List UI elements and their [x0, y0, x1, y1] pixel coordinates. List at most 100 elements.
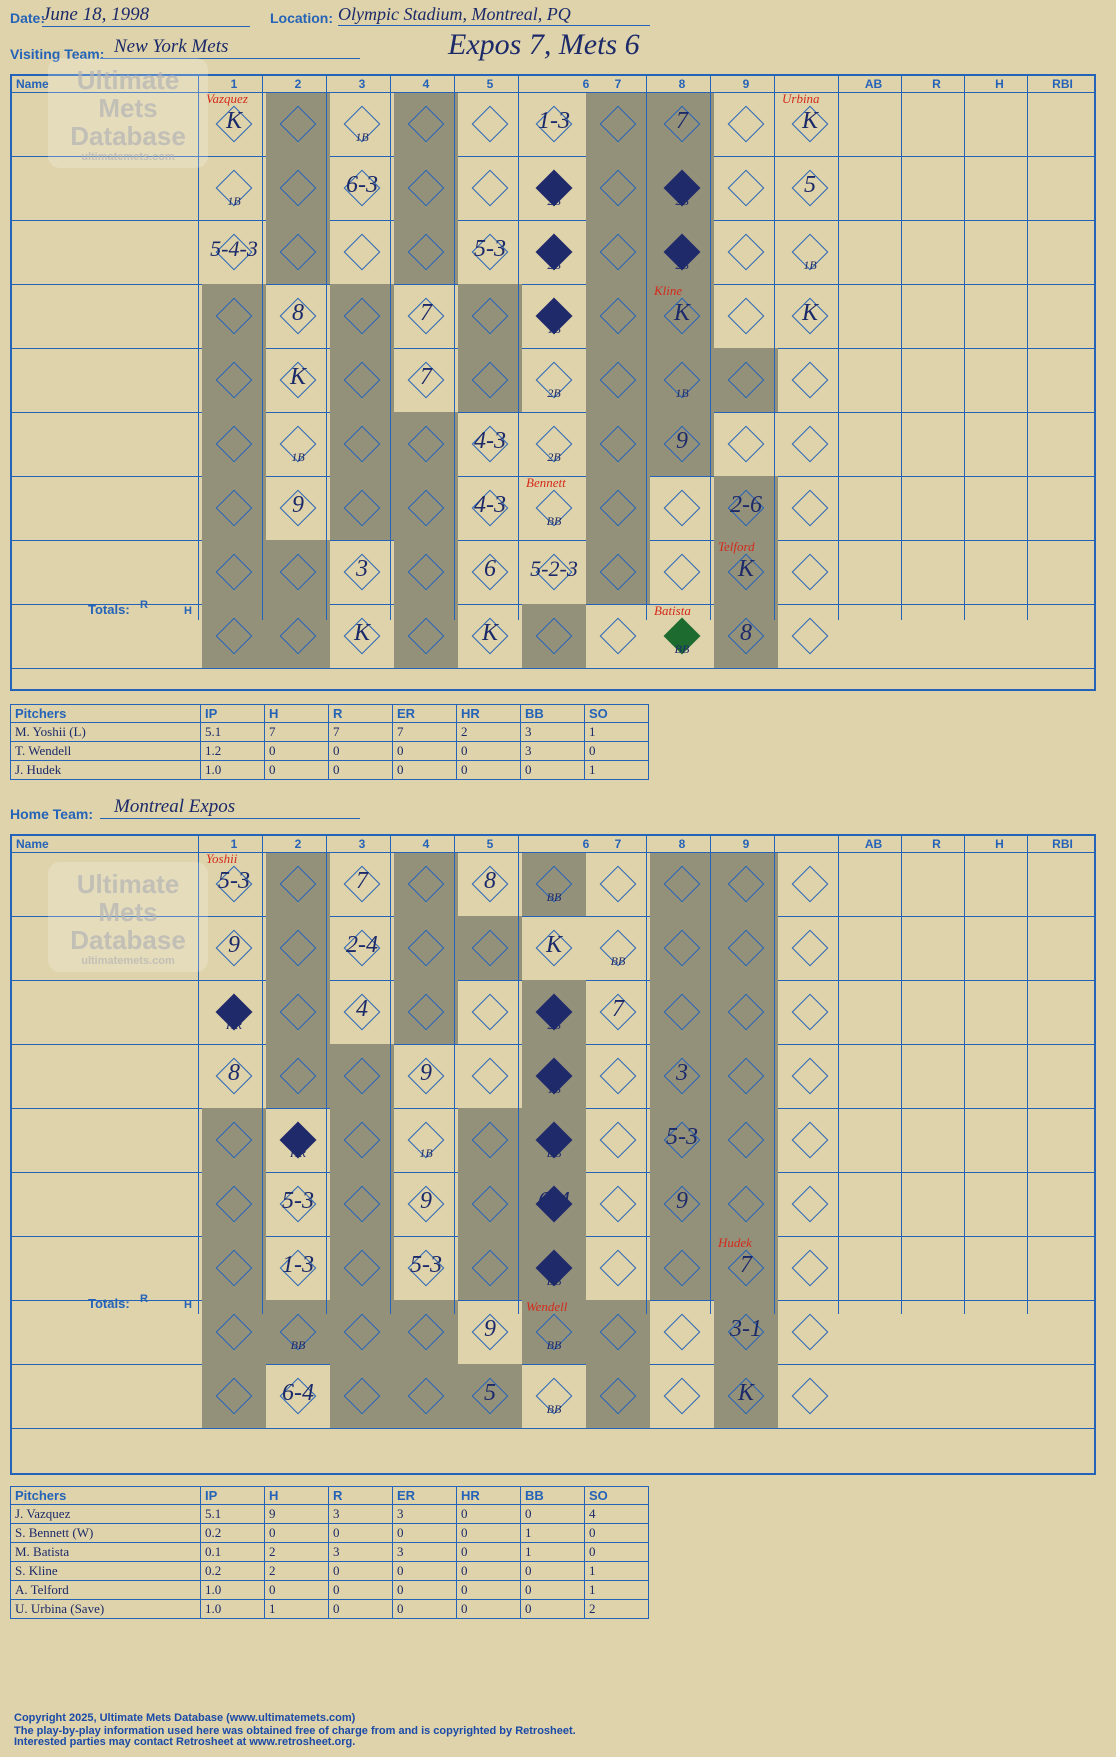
inactive-cell [202, 604, 266, 668]
play-cell [202, 348, 266, 412]
pitcher-stat: 0 [392, 741, 457, 761]
column-divider [774, 836, 775, 1314]
pitcher-table-header: SO [584, 704, 649, 723]
inactive-cell [522, 1300, 586, 1364]
inactive-cell [394, 476, 458, 540]
column-divider [1027, 76, 1028, 620]
row-divider [12, 412, 1094, 413]
play-notation: K [289, 364, 306, 390]
play-cell [202, 1108, 266, 1172]
base-diamond [215, 1121, 253, 1159]
inning-header: 3 [358, 77, 366, 91]
watermark-text: Mets [98, 93, 158, 123]
row-divider [12, 1428, 1094, 1429]
base-diamond [215, 1185, 253, 1223]
inactive-cell [394, 916, 458, 980]
play-notation: K [737, 1380, 754, 1406]
inactive-cell [202, 284, 266, 348]
row-divider [12, 916, 1094, 917]
play-cell [394, 92, 458, 156]
pitcher-stat: 0 [456, 741, 521, 761]
pitcher-stat: 1.2 [200, 741, 265, 761]
play-cell [330, 348, 394, 412]
pitcher-table-header: HR [456, 1486, 521, 1505]
play-cell [778, 1044, 842, 1108]
play-cell [394, 604, 458, 668]
pitcher-stat: 9 [264, 1504, 329, 1524]
base-diamond [279, 105, 317, 143]
pitcher-stat: 1 [584, 1561, 649, 1581]
play-notation: 9 [484, 1316, 496, 1342]
base-diamond [343, 233, 381, 271]
inactive-cell [266, 92, 330, 156]
play-notation: 5-3 [666, 1124, 698, 1150]
inactive-cell [330, 1236, 394, 1300]
inactive-cell [650, 1108, 714, 1172]
play-notation: BB [290, 1338, 306, 1352]
inning-header: 5 [486, 77, 494, 91]
inactive-cell [522, 852, 586, 916]
play-notation: 6-4 [282, 1380, 314, 1406]
play-cell [202, 604, 266, 668]
play-notation: 1-3 [538, 108, 570, 134]
play-notation: 9 [420, 1188, 432, 1214]
watermark-url: ultimatemets.com [81, 955, 175, 967]
column-divider [454, 76, 455, 620]
play-cell [778, 1172, 842, 1236]
play-cell [714, 852, 778, 916]
inactive-cell [266, 156, 330, 220]
play-cell [458, 1108, 522, 1172]
base-diamond [727, 993, 765, 1031]
pitcher-name: J. Vazquez [10, 1504, 201, 1524]
base-diamond [727, 297, 765, 335]
base-diamond [599, 1377, 637, 1415]
column-divider [262, 76, 263, 620]
base-diamond [279, 865, 317, 903]
play-cell [586, 348, 650, 412]
play-notation: 3 [356, 556, 368, 582]
base-diamond [407, 233, 445, 271]
base-diamond [599, 1249, 637, 1287]
base-diamond [599, 233, 637, 271]
pitcher-stat: 2 [584, 1599, 649, 1619]
inactive-cell [586, 412, 650, 476]
pitcher-stat: 0 [264, 1580, 329, 1600]
inactive-cell [202, 1300, 266, 1364]
base-diamond [407, 1377, 445, 1415]
pitcher-stat: 1.0 [200, 1580, 265, 1600]
play-cell [330, 1044, 394, 1108]
play-cell [778, 540, 842, 604]
base-diamond [727, 929, 765, 967]
inactive-cell [586, 540, 650, 604]
inactive-cell [714, 348, 778, 412]
play-cell [714, 1172, 778, 1236]
base-diamond [279, 169, 317, 207]
play-cell [458, 980, 522, 1044]
play-cell [650, 476, 714, 540]
play-cell [650, 852, 714, 916]
play-cell [778, 852, 842, 916]
play-notation: 1B [291, 450, 305, 464]
base-diamond [471, 169, 509, 207]
base-diamond [407, 865, 445, 903]
base-diamond [727, 169, 765, 207]
play-cell [778, 476, 842, 540]
pitcher-name: T. Wendell [10, 741, 201, 761]
totals-r-label: R [140, 599, 148, 611]
base-diamond [343, 1249, 381, 1287]
play-cell [586, 220, 650, 284]
inactive-cell [266, 220, 330, 284]
base-diamond [599, 425, 637, 463]
base-diamond [535, 617, 573, 655]
base-diamond [791, 1057, 829, 1095]
pitcher-stat: 0 [264, 760, 329, 780]
base-diamond [727, 105, 765, 143]
play-cell [522, 852, 586, 916]
play-cell [586, 1172, 650, 1236]
stat-header: R [932, 837, 941, 851]
pitcher-name: S. Kline [10, 1561, 201, 1581]
play-notation: BB [674, 642, 690, 656]
play-notation: K [801, 108, 818, 134]
pitcher-stat: 0 [456, 1523, 521, 1543]
base-diamond [343, 297, 381, 335]
